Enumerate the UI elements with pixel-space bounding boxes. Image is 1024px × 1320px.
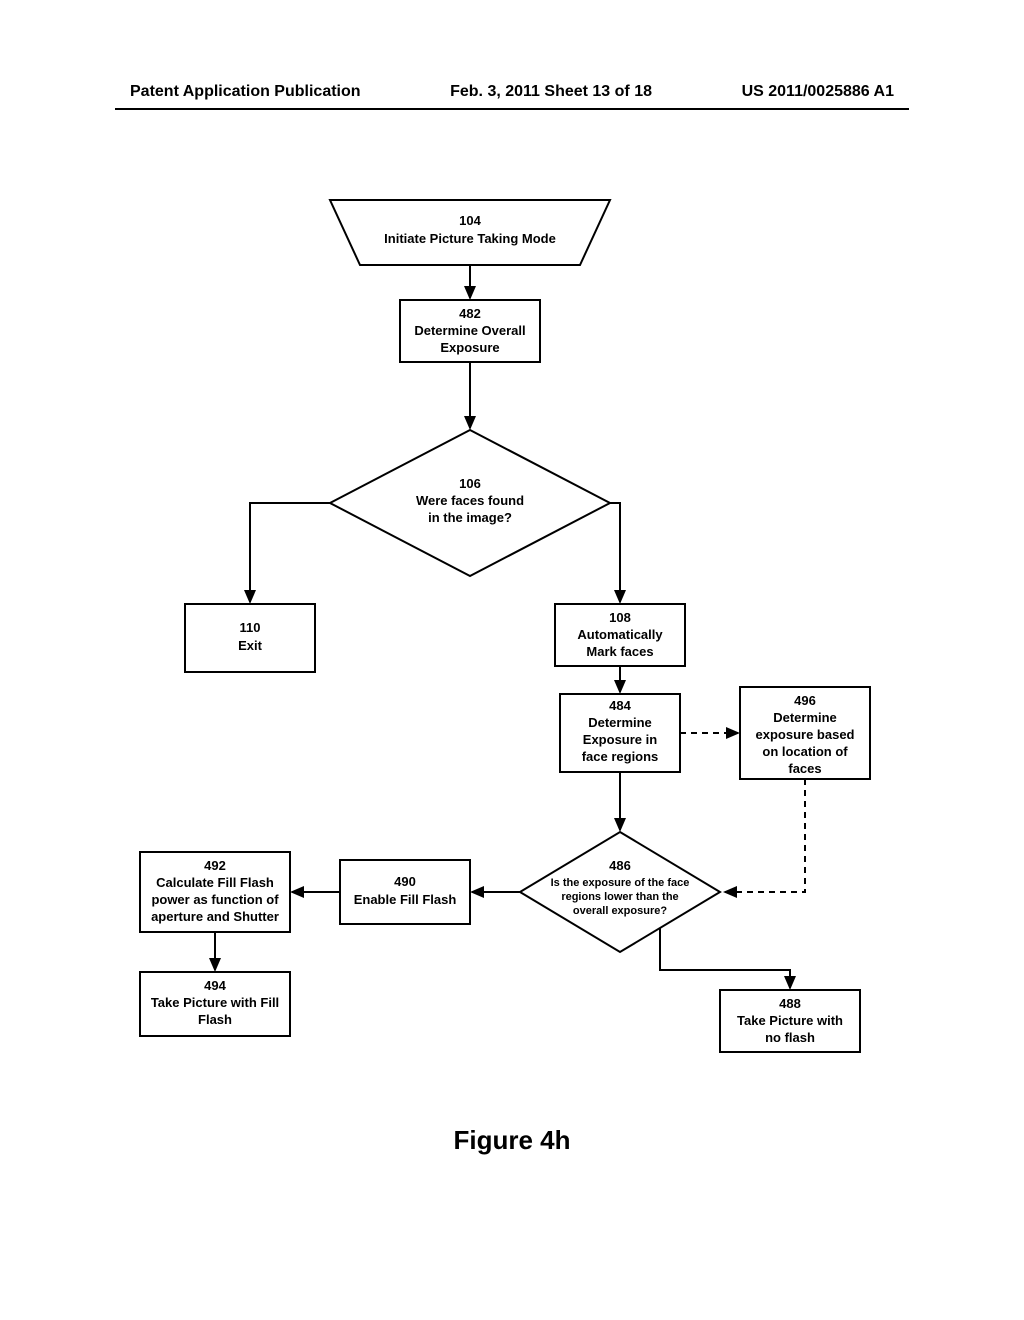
node-108: 108 Automatically Mark faces: [555, 604, 685, 666]
svg-text:regions lower than the: regions lower than the: [561, 891, 678, 903]
svg-text:Exit: Exit: [238, 638, 263, 653]
svg-text:Exposure: Exposure: [440, 340, 499, 355]
svg-text:Determine: Determine: [588, 715, 652, 730]
node-110: 110 Exit: [185, 604, 315, 672]
page-header: Patent Application Publication Feb. 3, 2…: [0, 83, 1024, 101]
figure-caption: Figure 4h: [0, 1125, 1024, 1156]
header-rule: [115, 108, 909, 110]
svg-text:no flash: no flash: [765, 1030, 815, 1045]
svg-text:exposure based: exposure based: [756, 727, 855, 742]
svg-text:Calculate Fill Flash: Calculate Fill Flash: [156, 875, 274, 890]
svg-text:Is the exposure of the face: Is the exposure of the face: [551, 877, 690, 889]
node-104: 104 Initiate Picture Taking Mode: [330, 200, 610, 265]
node-484: 484 Determine Exposure in face regions: [560, 694, 680, 772]
svg-text:face regions: face regions: [582, 749, 659, 764]
svg-text:494: 494: [204, 978, 226, 993]
svg-text:Were faces found: Were faces found: [416, 493, 524, 508]
svg-text:110: 110: [240, 620, 261, 635]
edge-486-488: [660, 928, 790, 988]
svg-text:488: 488: [779, 996, 801, 1011]
svg-text:108: 108: [609, 610, 631, 625]
svg-text:aperture and Shutter: aperture and Shutter: [151, 909, 279, 924]
node-492: 492 Calculate Fill Flash power as functi…: [140, 852, 290, 932]
svg-text:in the image?: in the image?: [428, 510, 512, 525]
svg-text:Initiate Picture Taking Mode: Initiate Picture Taking Mode: [384, 231, 556, 246]
svg-text:Determine: Determine: [773, 710, 837, 725]
svg-text:Take Picture with: Take Picture with: [737, 1013, 843, 1028]
flowchart: 104 Initiate Picture Taking Mode 482 Det…: [100, 170, 930, 1100]
node-496: 496 Determine exposure based on location…: [740, 687, 870, 779]
svg-text:Take Picture with Fill: Take Picture with Fill: [151, 995, 279, 1010]
node-482: 482 Determine Overall Exposure: [400, 300, 540, 362]
edge-106-110: [250, 503, 330, 602]
node-490: 490 Enable Fill Flash: [340, 860, 470, 924]
svg-text:492: 492: [204, 858, 226, 873]
svg-text:on location of: on location of: [762, 744, 848, 759]
svg-text:overall exposure?: overall exposure?: [573, 905, 667, 917]
node-494: 494 Take Picture with Fill Flash: [140, 972, 290, 1036]
svg-text:Flash: Flash: [198, 1012, 232, 1027]
node-488: 488 Take Picture with no flash: [720, 990, 860, 1052]
svg-text:104: 104: [459, 213, 481, 228]
svg-text:faces: faces: [788, 761, 821, 776]
header-left: Patent Application Publication: [130, 83, 361, 101]
edge-496-486: [725, 779, 805, 892]
edge-106-108: [610, 503, 620, 602]
header-center: Feb. 3, 2011 Sheet 13 of 18: [450, 83, 652, 101]
svg-text:Automatically: Automatically: [577, 627, 663, 642]
svg-text:106: 106: [459, 476, 481, 491]
svg-text:486: 486: [609, 858, 631, 873]
node-486: 486 Is the exposure of the face regions …: [520, 832, 720, 952]
svg-text:490: 490: [394, 874, 416, 889]
svg-text:power as function of: power as function of: [151, 892, 279, 907]
svg-text:496: 496: [794, 693, 816, 708]
svg-text:Determine Overall: Determine Overall: [414, 323, 525, 338]
svg-text:482: 482: [459, 306, 481, 321]
svg-text:484: 484: [609, 698, 631, 713]
svg-text:Mark faces: Mark faces: [586, 644, 653, 659]
node-106: 106 Were faces found in the image?: [330, 430, 610, 576]
svg-text:Exposure in: Exposure in: [583, 732, 657, 747]
svg-text:Enable Fill Flash: Enable Fill Flash: [354, 892, 457, 907]
header-right: US 2011/0025886 A1: [742, 83, 894, 101]
